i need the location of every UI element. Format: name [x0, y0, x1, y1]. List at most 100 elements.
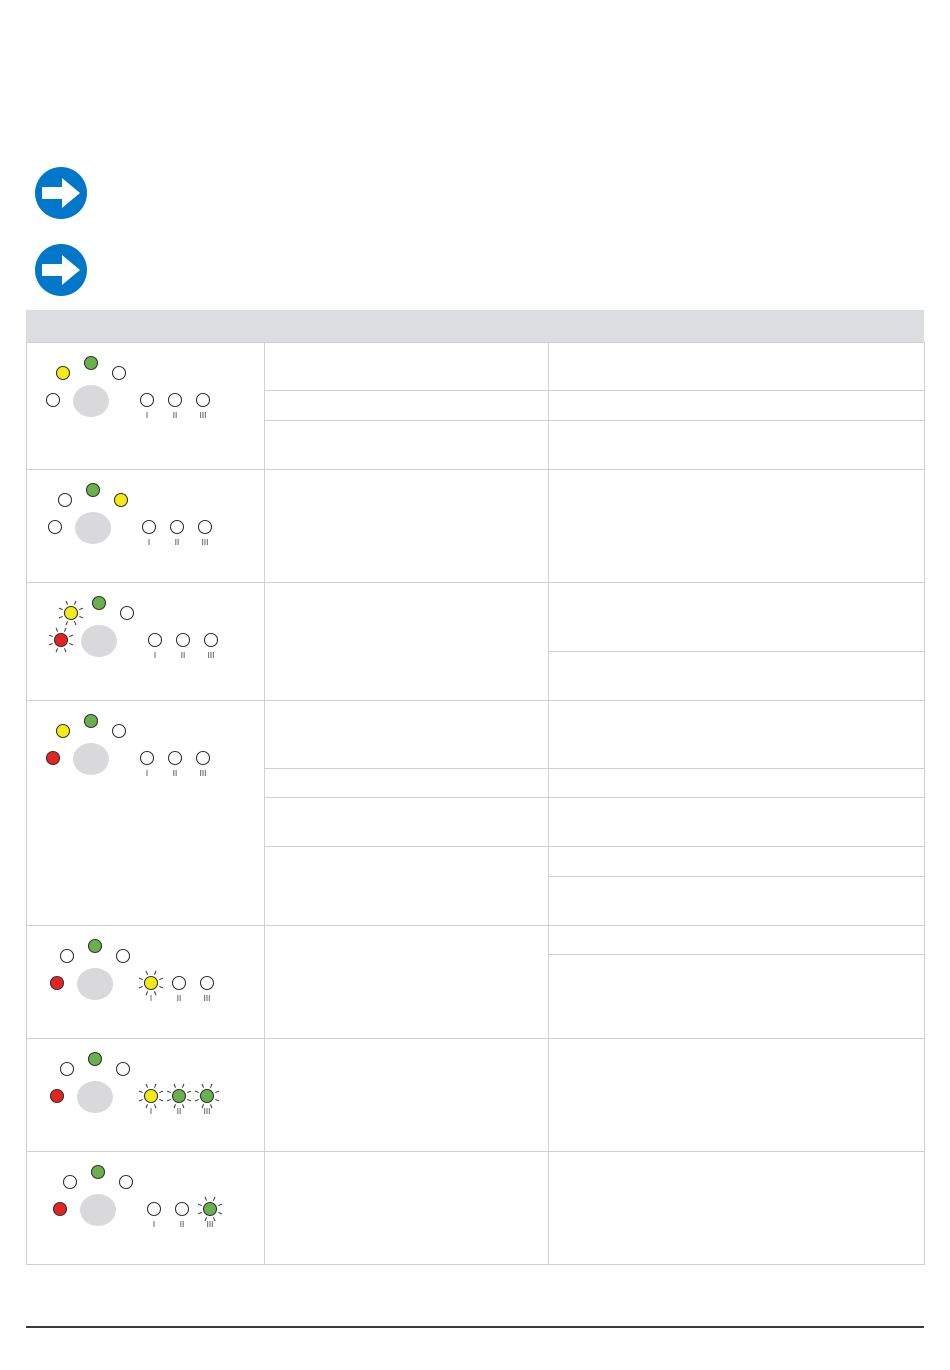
remedy-cell	[548, 876, 925, 926]
led-level-label: II	[173, 769, 177, 778]
cause-cell	[264, 925, 549, 1039]
main-button	[77, 968, 113, 1000]
led-level-1	[138, 970, 164, 996]
table-row	[27, 650, 925, 702]
remedy-cell	[548, 582, 925, 652]
led-right-top	[113, 492, 129, 508]
led-diagram-cell: I II III	[26, 925, 265, 1039]
led-left-top	[55, 365, 71, 381]
led-left-mid	[45, 392, 61, 408]
led-right-top	[115, 948, 131, 964]
led-left-top	[57, 492, 73, 508]
led-level-3	[197, 1196, 223, 1222]
led-level-label: III	[204, 994, 211, 1003]
led-level-label: III	[202, 538, 209, 547]
led-level-label: II	[177, 994, 181, 1003]
led-level-label: I	[146, 769, 148, 778]
led-level-label: III	[204, 1107, 211, 1116]
led-center-top	[87, 938, 103, 954]
led-status-table: I II III I II III I II III I II III	[26, 341, 925, 1265]
cause-cell	[264, 700, 549, 769]
led-level-label: II	[181, 651, 185, 660]
main-button	[73, 743, 109, 775]
note-arrow-icon-2	[34, 243, 88, 297]
led-left-mid	[49, 1088, 65, 1104]
cause-cell	[264, 1151, 549, 1265]
led-level-3	[195, 750, 211, 766]
main-button	[80, 1194, 116, 1226]
led-level-label: II	[180, 1220, 184, 1229]
remedy-cell	[548, 700, 925, 769]
main-button	[77, 1081, 113, 1113]
led-left-mid	[52, 1201, 68, 1217]
main-button	[73, 385, 109, 417]
led-left-top	[59, 1061, 75, 1077]
table-row	[27, 876, 925, 926]
led-center-top	[83, 713, 99, 729]
led-level-1	[139, 392, 155, 408]
main-button	[81, 625, 117, 657]
remedy-cell	[548, 419, 925, 471]
remedy-cell	[548, 954, 925, 1039]
led-diagram-cell: I II III	[26, 469, 265, 583]
led-left-top	[55, 723, 71, 739]
footer-rule	[26, 1326, 924, 1328]
led-level-label: III	[200, 411, 207, 420]
led-level-label: I	[150, 994, 152, 1003]
led-level-1	[147, 632, 163, 648]
led-left-top	[62, 1174, 78, 1190]
cause-cell	[264, 846, 549, 926]
table-row	[27, 846, 925, 926]
led-level-3	[199, 975, 215, 991]
remedy-cell	[548, 797, 925, 847]
table-row: I II III	[26, 1151, 925, 1265]
remedy-cell	[548, 390, 925, 421]
remedy-cell	[548, 768, 925, 798]
remedy-cell	[548, 846, 925, 877]
led-level-2	[171, 975, 187, 991]
led-level-1	[146, 1201, 162, 1217]
led-level-3	[194, 1083, 220, 1109]
led-level-label: I	[150, 1107, 152, 1116]
table-row: I II III	[26, 582, 925, 701]
led-level-label: III	[208, 651, 215, 660]
led-center-top	[91, 595, 107, 611]
led-level-label: I	[154, 651, 156, 660]
led-level-label: III	[207, 1220, 214, 1229]
cause-cell	[264, 1038, 549, 1152]
remedy-cell	[548, 924, 925, 956]
led-right-top	[115, 1061, 131, 1077]
led-level-1	[141, 519, 157, 535]
led-diagram-cell: I II III	[26, 1151, 265, 1265]
note-arrow-icon-1	[34, 166, 88, 220]
led-left-mid	[45, 750, 61, 766]
led-right-top	[111, 723, 127, 739]
table-row: I II III	[26, 700, 925, 926]
led-left-mid	[48, 627, 74, 653]
led-diagram-cell: I II III	[26, 582, 265, 701]
led-level-label: III	[200, 769, 207, 778]
table-header	[26, 310, 924, 342]
led-level-2	[169, 519, 185, 535]
cause-cell	[264, 582, 549, 701]
led-center-top	[90, 1164, 106, 1180]
remedy-cell	[548, 469, 925, 583]
led-level-2	[174, 1201, 190, 1217]
led-center-top	[85, 482, 101, 498]
led-level-2	[175, 632, 191, 648]
led-level-label: I	[148, 538, 150, 547]
cause-cell	[264, 419, 549, 471]
table-row: I II III	[26, 469, 925, 583]
led-level-2	[167, 750, 183, 766]
led-diagram-cell: I II III	[26, 700, 265, 926]
remedy-cell	[548, 1038, 925, 1152]
cause-cell	[264, 341, 549, 392]
led-left-mid	[49, 975, 65, 991]
led-level-3	[203, 632, 219, 648]
main-button	[75, 512, 111, 544]
cause-cell	[264, 797, 549, 847]
led-right-top	[118, 1174, 134, 1190]
table-row: I II III	[26, 924, 925, 1039]
remedy-cell	[548, 341, 925, 392]
led-level-label: II	[177, 1107, 181, 1116]
